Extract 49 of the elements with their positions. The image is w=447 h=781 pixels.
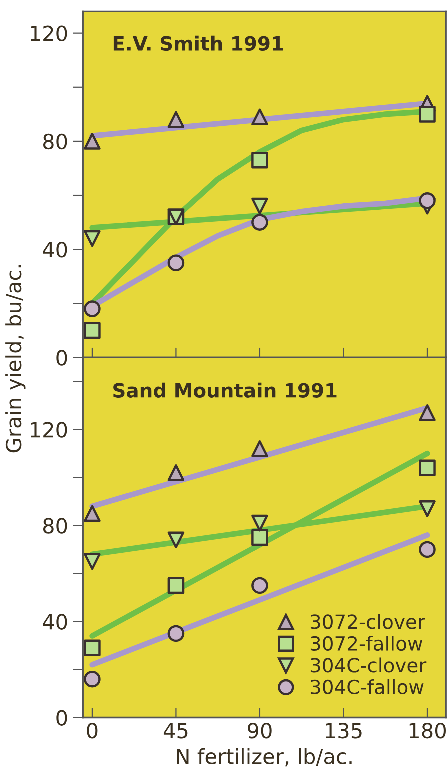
- legend-label: 304C-clover: [310, 658, 427, 673]
- point: [419, 106, 436, 123]
- point: [84, 322, 101, 340]
- point: [168, 532, 185, 549]
- point: [252, 108, 268, 126]
- point: [84, 230, 101, 248]
- point: [168, 577, 185, 594]
- legend-label: 3072-clover: [310, 614, 426, 630]
- point: [252, 577, 268, 594]
- point: [252, 214, 268, 231]
- point: [168, 254, 185, 272]
- point: [84, 505, 101, 522]
- x-tick-label: 90: [248, 722, 272, 739]
- point: [419, 460, 436, 477]
- y-tick-label: 0: [56, 350, 68, 366]
- legend-label: 304C-fallow: [310, 679, 424, 695]
- point: [252, 198, 268, 215]
- y-tick-label: 80: [43, 134, 68, 150]
- point: [168, 111, 185, 128]
- x-tick-label: 135: [326, 722, 362, 739]
- point: [168, 464, 185, 482]
- y-tick-label: 40: [43, 614, 68, 630]
- point: [168, 625, 185, 642]
- point: [84, 133, 101, 150]
- y-tick-label: 120: [31, 422, 68, 438]
- text: E.V. Smith 1991: [114, 36, 284, 51]
- point: [84, 670, 101, 688]
- point: [419, 192, 436, 210]
- y-tick-label: 120: [31, 26, 68, 42]
- point: [252, 529, 268, 546]
- y-tick-label: 40: [43, 242, 68, 258]
- point: [252, 440, 268, 458]
- legend-label: 3072-fallow: [310, 636, 423, 652]
- text: Sand Mountain 1991: [114, 382, 337, 398]
- x-tick-label: 180: [410, 722, 446, 739]
- point: [419, 541, 436, 558]
- x-axis-title: N fertilizer, lb/ac.: [177, 748, 352, 767]
- point: [419, 404, 436, 422]
- point: [84, 300, 101, 318]
- y-tick-label: 80: [43, 518, 68, 534]
- y-axis-title: Grain yield, bu/ac.: [6, 265, 26, 453]
- y-tick-label: 0: [56, 710, 68, 726]
- point: [252, 152, 268, 169]
- point: [84, 640, 101, 657]
- point: [252, 514, 268, 532]
- point: [419, 500, 436, 518]
- point: [84, 553, 101, 570]
- x-tick-label: 45: [164, 723, 188, 739]
- x-tick-label: 0: [87, 722, 98, 739]
